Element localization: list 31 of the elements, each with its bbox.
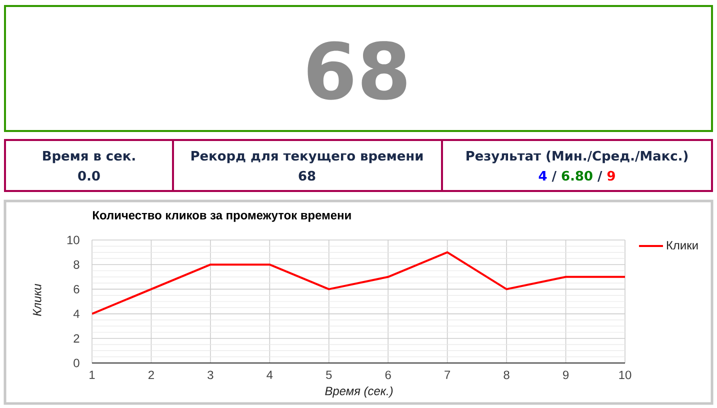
x-tick-label: 7 bbox=[444, 370, 450, 379]
y-tick-label: 0 bbox=[74, 358, 80, 368]
text: Рекорд для текущего времени bbox=[191, 151, 423, 164]
y-tick-label: 4 bbox=[73, 310, 80, 318]
y-tick-label: 2 bbox=[74, 334, 80, 343]
text: Результат (Мин./Сред./Макс.) bbox=[466, 150, 688, 164]
text: / bbox=[597, 171, 602, 182]
y-tick-label: 8 bbox=[74, 260, 80, 269]
y-axis-title: Клики bbox=[32, 284, 42, 316]
text: 68 bbox=[298, 170, 316, 181]
x-tick-label: 10 bbox=[619, 370, 632, 380]
x-tick-label: 3 bbox=[208, 370, 214, 380]
x-tick-label: 4 bbox=[266, 370, 273, 379]
x-tick-label: 5 bbox=[326, 370, 332, 380]
x-tick-label: 1 bbox=[90, 370, 95, 379]
y-tick-label: 6 bbox=[74, 284, 80, 294]
text: 4 bbox=[538, 171, 547, 180]
text: 0.0 bbox=[78, 170, 100, 181]
text: 68 bbox=[308, 41, 406, 100]
x-tick-label: 9 bbox=[563, 370, 569, 380]
text: 6.80 bbox=[562, 170, 592, 181]
text: 9 bbox=[607, 170, 615, 181]
text: / bbox=[552, 171, 557, 182]
text: Время в сек. bbox=[43, 151, 135, 164]
chart-title: Количество кликов за промежуток времени bbox=[92, 211, 351, 222]
legend-label: Клики bbox=[666, 241, 698, 250]
y-tick-label: 10 bbox=[67, 236, 80, 244]
x-tick-label: 8 bbox=[504, 370, 510, 380]
x-tick-label: 6 bbox=[385, 370, 391, 380]
x-axis-title: Время (сек.) bbox=[325, 386, 393, 398]
x-tick-label: 2 bbox=[148, 370, 154, 380]
